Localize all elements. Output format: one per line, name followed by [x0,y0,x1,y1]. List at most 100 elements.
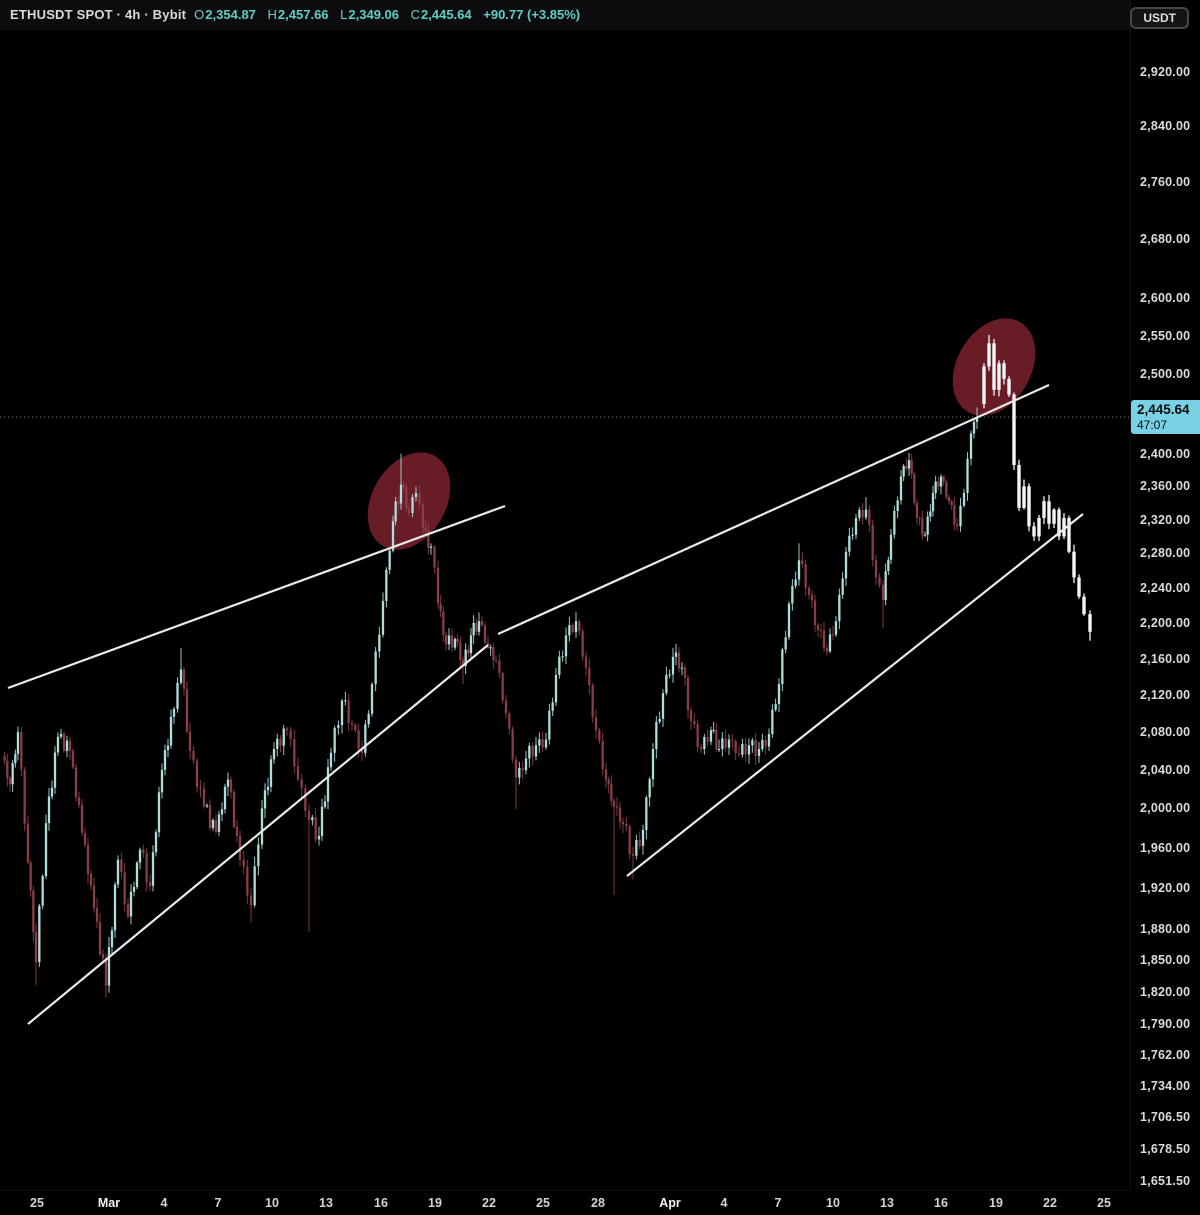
candle-body [176,682,179,709]
candle-body [41,876,44,906]
candle-body [6,760,9,779]
candle-body [317,835,321,840]
candle-body [20,732,23,770]
candle-body [689,710,693,721]
time-tick-label: 4 [720,1196,728,1210]
candle-body [205,805,209,807]
candle-body [253,866,256,906]
candle-body [166,745,170,751]
time-tick-label: 10 [265,1196,279,1210]
left-top-highlight-ellipse[interactable] [351,437,467,564]
candle-body [498,660,501,673]
candle-body [263,790,267,809]
candle-body [1002,363,1006,379]
candle-body [229,779,233,793]
candle-body [899,476,903,501]
left-channel-lower-trendline[interactable] [27,644,489,1025]
candle-body [11,763,14,785]
candle-body [472,622,475,636]
candle-body [95,908,99,923]
candle-body [129,891,133,917]
candle-body [101,954,105,959]
price-tick-label: 2,080.00 [1140,725,1191,740]
candle-body [683,667,687,678]
price-tick-label: 2,600.00 [1140,290,1191,305]
candle-body [706,737,709,742]
price-tick-label: 1,678.50 [1140,1142,1191,1157]
candle-body [226,779,230,787]
candle-body [123,872,126,905]
candle-body [399,484,403,504]
candle-body [564,635,568,657]
candle-body [1067,517,1071,552]
candle-body [385,569,388,601]
last-price-label: 2,445.64 47:07 [1131,399,1200,435]
candle-body [584,656,588,668]
time-tick-month-label: Apr [659,1196,681,1210]
candle-body [3,755,6,761]
candle-body [791,585,794,604]
candle-body [858,509,861,518]
left-channel-upper-trendline[interactable] [7,504,506,690]
time-axis[interactable]: 25 Mar 4 7 10 13 16 19 22 25 28 Apr 4 7 10 13 16 19 22 25 [0,1190,1130,1215]
currency-unit-button[interactable]: USDT [1130,7,1189,29]
candle-body [508,713,511,729]
candle-body [531,745,534,757]
right-channel-upper-trendline[interactable] [497,383,1050,636]
candle-body [514,759,518,778]
candle-body [959,505,962,527]
price-tick-label: 2,120.00 [1140,688,1191,703]
candle-body [459,642,462,660]
candle-body [56,736,60,753]
candle-body [414,492,418,498]
last-price-value: 2,445.64 [1137,401,1190,417]
candle-body [907,460,911,469]
candle-body [910,460,913,475]
candle-body [179,669,183,683]
candle-body [249,895,253,906]
candle-body [436,567,440,604]
candle-body [38,905,41,963]
candle-body [238,836,242,860]
candle-body [1088,614,1092,632]
price-chart[interactable] [0,0,1130,1190]
symbol-title[interactable]: ETHUSDT SPOT · 4h · Bybit [10,7,187,22]
candle-body [329,752,333,768]
price-tick-label: 2,240.00 [1140,580,1191,595]
candle-body [761,739,764,750]
candle-body [442,611,445,636]
candle-body [887,559,890,572]
right-channel-lower-trendline[interactable] [626,513,1084,877]
price-tick-label: 2,400.00 [1140,446,1191,461]
candle-body [874,560,878,578]
candle-body [47,796,51,824]
candle-body [618,807,622,822]
candle-body [44,823,48,877]
candle-body [202,788,206,807]
candle-body [92,885,96,909]
candle-body [807,587,811,595]
candle-body [854,517,858,535]
candle-body [787,603,791,638]
candle-body [169,716,173,746]
candle-body [621,821,625,825]
candle-body [489,647,492,649]
price-axis[interactable]: 2,920.00 2,840.00 2,760.00 2,680.00 2,600.00… [1130,0,1200,1190]
candle-body [953,505,956,525]
price-tick-label: 1,651.50 [1140,1174,1191,1188]
candle-body [975,416,979,422]
candle-body [997,363,1001,390]
candle-body [558,656,561,675]
candle-body [945,481,948,497]
candle-body [972,421,976,434]
candle-body [810,594,814,601]
candle-body [447,635,451,645]
candle-body [588,667,591,686]
candle-body [819,630,823,632]
candle-body [712,729,715,731]
candle-body [825,648,829,652]
candle-body [429,546,433,548]
high-value: 2,457.66 [277,7,329,22]
candle-body [612,800,616,807]
candle-body [388,550,391,570]
